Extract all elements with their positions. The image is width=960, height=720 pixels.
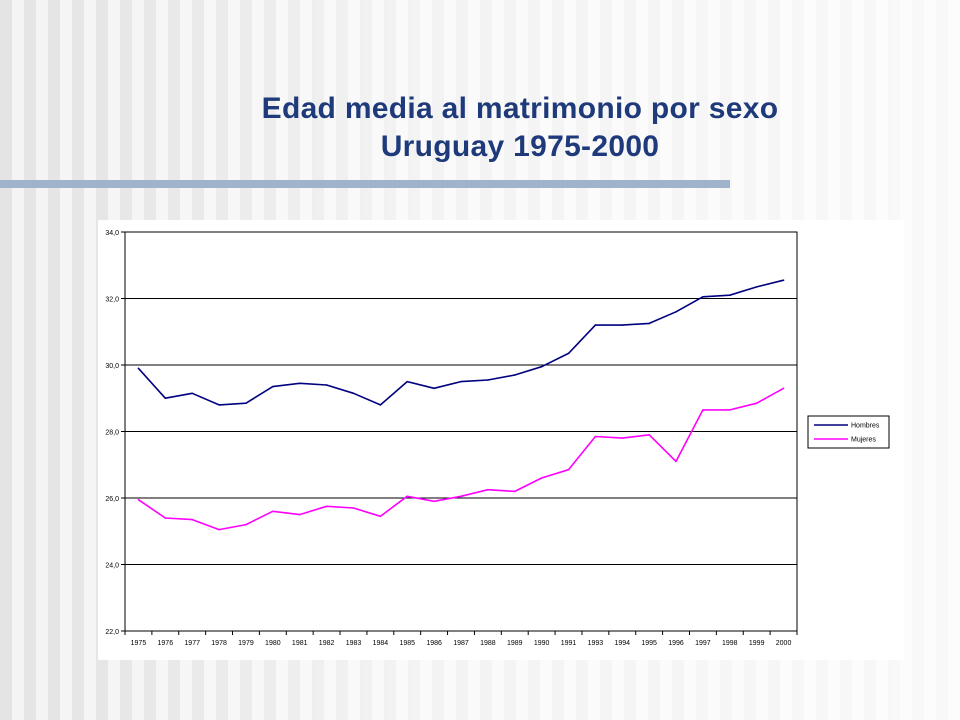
title-line-1: Edad media al matrimonio por sexo (261, 92, 779, 125)
x-tick-label: 1982 (319, 640, 335, 647)
data-point-hombres (137, 367, 140, 370)
x-tick-label: 1994 (614, 640, 630, 647)
data-point-mujeres (406, 495, 409, 498)
x-tick-label: 1993 (588, 640, 604, 647)
data-point-mujeres (325, 505, 328, 508)
data-point-mujeres (594, 435, 597, 438)
data-point-hombres (487, 379, 489, 381)
x-tick-label: 1998 (722, 640, 738, 647)
data-point-hombres (352, 392, 355, 395)
data-point-hombres (218, 404, 220, 406)
data-point-mujeres (245, 523, 247, 526)
x-tick-label: 1995 (641, 640, 657, 647)
data-point-mujeres (487, 488, 489, 491)
x-tick-label: 1988 (480, 640, 496, 647)
x-tick-label: 1997 (695, 640, 711, 647)
data-point-mujeres (729, 409, 731, 411)
x-tick-label: 1985 (399, 640, 415, 647)
data-point-hombres (298, 382, 301, 385)
data-point-hombres (594, 324, 597, 326)
y-tick-label: 22,0 (105, 629, 119, 636)
x-tick-label: 1980 (265, 640, 281, 647)
data-point-mujeres (137, 498, 140, 501)
data-point-hombres (782, 279, 785, 282)
data-point-mujeres (379, 515, 382, 518)
data-point-mujeres (272, 510, 274, 513)
data-point-hombres (621, 324, 624, 326)
data-point-mujeres (755, 402, 758, 405)
data-point-mujeres (164, 517, 167, 519)
data-point-hombres (540, 365, 543, 368)
data-point-hombres (648, 322, 650, 325)
x-tick-label: 1977 (184, 640, 200, 647)
x-tick-label: 2000 (776, 640, 792, 647)
y-tick-label: 34,0 (105, 230, 119, 237)
x-tick-label: 1976 (158, 640, 174, 647)
line-chart: 22,0 24,0 26,0 28,0 30,0 32,0 34,0 1975 1976 1977… (105, 230, 890, 647)
x-tick-label: 1999 (749, 640, 765, 647)
data-point-mujeres (298, 513, 301, 516)
data-point-hombres (272, 385, 274, 388)
data-point-hombres (513, 374, 516, 376)
data-point-mujeres (621, 437, 624, 439)
legend-label-mujeres: Mujeres (851, 437, 876, 444)
data-point-hombres (325, 384, 328, 386)
x-tick-label: 1984 (373, 640, 389, 647)
data-point-hombres (460, 380, 462, 383)
data-point-mujeres (218, 528, 220, 531)
chart-area: 22,0 24,0 26,0 28,0 30,0 32,0 34,0 1975 1976 1977… (98, 220, 904, 660)
x-tick-label: 1990 (534, 640, 550, 647)
data-point-mujeres (513, 490, 516, 493)
x-tick-label: 1989 (507, 640, 523, 647)
data-point-hombres (675, 311, 677, 313)
y-tick-label: 30,0 (105, 363, 119, 370)
slide-title: Edad media al matrimonio por sexo Urugua… (140, 90, 900, 166)
y-tick-label: 24,0 (105, 563, 119, 570)
data-point-mujeres (702, 409, 704, 411)
data-point-hombres (567, 352, 570, 355)
y-tick-label: 32,0 (105, 297, 119, 304)
x-tick-label: 1979 (238, 640, 254, 647)
x-tick-label: 1987 (453, 640, 469, 647)
data-point-hombres (379, 404, 382, 406)
title-line-2: Uruguay 1975-2000 (380, 130, 660, 163)
y-tick-label: 28,0 (105, 430, 119, 437)
data-point-mujeres (433, 500, 435, 503)
x-tick-label: 1981 (292, 640, 308, 647)
data-point-mujeres (352, 507, 355, 509)
x-tick-label: 1975 (131, 640, 147, 647)
data-point-mujeres (540, 477, 543, 479)
data-point-mujeres (567, 468, 570, 471)
data-point-mujeres (675, 460, 677, 463)
legend-box (807, 415, 890, 449)
data-point-hombres (729, 294, 731, 296)
data-point-hombres (245, 402, 247, 405)
legend-label-hombres: Hombres (851, 423, 880, 430)
x-tick-label: 1996 (668, 640, 684, 647)
data-point-hombres (164, 397, 167, 400)
data-point-mujeres (782, 387, 785, 390)
data-point-hombres (702, 296, 704, 298)
x-tick-label: 1978 (211, 640, 227, 647)
title-divider (0, 180, 730, 188)
data-point-hombres (406, 380, 409, 383)
data-point-hombres (191, 392, 193, 395)
data-point-hombres (755, 286, 758, 288)
data-point-mujeres (648, 434, 650, 436)
data-point-mujeres (191, 518, 193, 521)
y-tick-label: 26,0 (105, 496, 119, 503)
x-tick-label: 1991 (561, 640, 577, 647)
data-point-hombres (433, 387, 435, 390)
data-point-mujeres (460, 495, 462, 498)
x-tick-label: 1983 (346, 640, 362, 647)
x-tick-label: 1986 (426, 640, 442, 647)
